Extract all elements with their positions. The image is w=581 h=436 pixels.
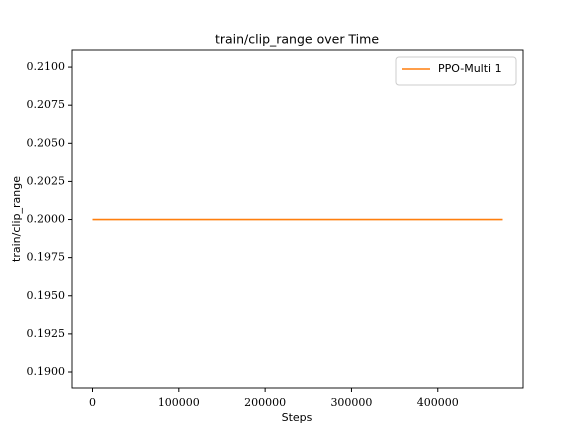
- y-tick-label: 0.1975: [27, 251, 66, 264]
- x-axis-label: Steps: [282, 411, 313, 424]
- y-tick-label: 0.2100: [27, 60, 66, 73]
- y-axis-label: train/clip_range: [10, 176, 23, 262]
- x-tick-label: 400000: [417, 396, 459, 409]
- y-tick-label: 0.2025: [27, 174, 66, 187]
- chart-title: train/clip_range over Time: [215, 32, 379, 47]
- x-tick-label: 100000: [158, 396, 200, 409]
- plot-frame: [71, 49, 524, 389]
- legend-label: PPO-Multi 1: [438, 62, 502, 75]
- y-tick-label: 0.1900: [27, 365, 66, 378]
- y-tick-label: 0.2000: [27, 213, 66, 226]
- y-tick-label: 0.1950: [27, 289, 66, 302]
- legend-box: [395, 56, 517, 86]
- y-tick-label: 0.2050: [27, 136, 66, 149]
- y-tick-label: 0.2075: [27, 98, 66, 111]
- x-tick-label: 300000: [330, 396, 372, 409]
- x-tick-label: 0: [89, 396, 96, 409]
- y-tick-label: 0.1925: [27, 327, 66, 340]
- x-tick-label: 200000: [244, 396, 286, 409]
